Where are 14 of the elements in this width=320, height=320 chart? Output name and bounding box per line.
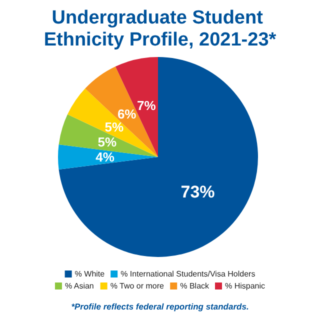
data-label: 73%	[180, 182, 215, 202]
data-label: 5%	[98, 134, 117, 150]
legend-label: % Asian	[64, 282, 94, 290]
text: *Profile reflects federal reporting standards.	[71, 302, 249, 312]
legend-label: % Hispanic	[225, 282, 266, 290]
legend-label: % Two or more	[110, 282, 165, 290]
legend-label: % International Students/Visa Holders	[120, 270, 256, 278]
chart-title: Undergraduate Student Ethnicity Profile, 2021-23*	[44, 8, 277, 50]
data-label: 6%	[117, 106, 137, 122]
legend-label: % White	[74, 270, 106, 278]
legend-label: % Black	[180, 282, 210, 290]
data-label: 4%	[96, 150, 115, 164]
data-label: 5%	[104, 120, 124, 135]
data-label: 7%	[137, 98, 156, 113]
